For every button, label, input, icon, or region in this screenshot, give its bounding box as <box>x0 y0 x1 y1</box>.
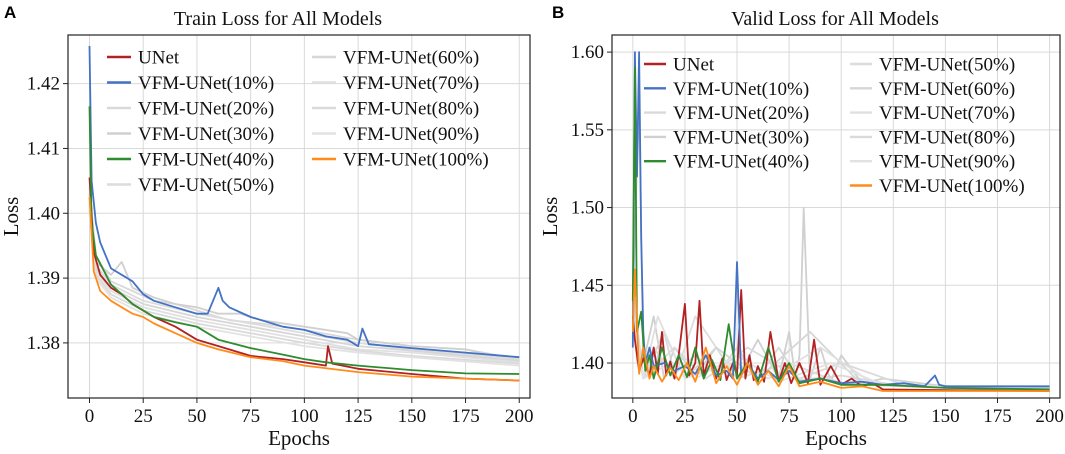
x-axis-label: Epochs <box>805 426 867 450</box>
x-tick-label: 75 <box>241 406 260 427</box>
x-axis-label: Epochs <box>268 426 330 450</box>
legend-label: VFM-UNet(20%) <box>673 103 809 124</box>
series-line-vfm-unet-30 <box>88 193 520 362</box>
y-tick-label: 1.38 <box>27 333 60 354</box>
legend-item: VFM-UNet(90%) <box>312 124 479 145</box>
legend-label: VFM-UNet(90%) <box>343 124 479 145</box>
legend-label: VFM-UNet(20%) <box>138 99 274 120</box>
x-tick-label: 150 <box>398 406 427 427</box>
legend-item: UNet <box>644 55 715 76</box>
series-line-vfm-unet-90 <box>88 213 520 367</box>
legend-label: VFM-UNet(70%) <box>879 103 1015 124</box>
legend-item: VFM-UNet(10%) <box>107 73 274 94</box>
legend-label: VFM-UNet(100%) <box>879 176 1025 197</box>
y-tick-label: 1.45 <box>571 275 604 296</box>
legend-label: VFM-UNet(10%) <box>673 79 809 100</box>
series-line-vfm-unet-70 <box>88 206 520 364</box>
legend-item: VFM-UNet(100%) <box>312 150 489 171</box>
x-tick-label: 25 <box>134 406 153 427</box>
x-tick-label: 50 <box>728 406 747 427</box>
x-tick-label: 200 <box>505 406 534 427</box>
legend-item: VFM-UNet(80%) <box>312 99 479 120</box>
y-axis-label: Loss <box>0 197 23 237</box>
series-lines <box>88 45 520 382</box>
legend-label: UNet <box>138 48 180 69</box>
y-tick-label: 1.42 <box>27 74 60 95</box>
legend-label: VFM-UNet(30%) <box>673 127 809 148</box>
legend-label: UNet <box>673 55 715 76</box>
legend-item: VFM-UNet(30%) <box>107 124 274 145</box>
y-tick-label: 1.40 <box>27 203 60 224</box>
chart-title: Train Loss for All Models <box>174 8 382 30</box>
legend-label: VFM-UNet(90%) <box>879 152 1015 173</box>
chart-panel-b: B Valid Loss for All Models 0 25 50 75 100 125 1… <box>538 3 1064 450</box>
panel-letter: A <box>4 3 16 22</box>
panel-letter: B <box>552 3 564 22</box>
legend-item: VFM-UNet(70%) <box>312 73 479 94</box>
legend-label: VFM-UNet(60%) <box>879 79 1015 100</box>
legend-label: VFM-UNet(40%) <box>673 152 809 173</box>
legend-label: VFM-UNet(100%) <box>343 150 489 171</box>
x-tick-label: 50 <box>187 406 206 427</box>
x-tick-label: 100 <box>827 406 856 427</box>
legend-item: VFM-UNet(80%) <box>850 127 1015 148</box>
x-tick-label: 125 <box>344 406 373 427</box>
legend-item: VFM-UNet(20%) <box>107 99 274 120</box>
legend-item: VFM-UNet(40%) <box>107 150 274 171</box>
legend-label: VFM-UNet(80%) <box>879 127 1015 148</box>
series-line-vfm-unet-80 <box>88 209 520 365</box>
x-tick-label: 200 <box>1035 406 1064 427</box>
x-tick-label: 175 <box>983 406 1012 427</box>
x-tick-label: 0 <box>85 406 95 427</box>
series-line-vfm-unet-100 <box>88 197 520 382</box>
series-line-vfm-unet-100 <box>631 268 1050 392</box>
legend-label: VFM-UNet(30%) <box>138 124 274 145</box>
plot-frame <box>611 34 1061 399</box>
y-tick-label: 1.40 <box>571 353 604 374</box>
legend-item: VFM-UNet(60%) <box>312 48 479 69</box>
x-tick-label: 175 <box>451 406 480 427</box>
legend-item: VFM-UNet(50%) <box>850 55 1015 76</box>
legend-item: VFM-UNet(30%) <box>644 127 809 148</box>
legend-item: VFM-UNet(50%) <box>107 175 274 196</box>
y-tick-label: 1.55 <box>571 120 604 141</box>
series-lines <box>631 51 1050 392</box>
series-line-vfm-unet-40 <box>88 106 520 375</box>
legend-label: VFM-UNet(50%) <box>138 175 274 196</box>
legend-item: VFM-UNet(100%) <box>850 176 1025 197</box>
series-line-vfm-unet-10 <box>88 45 520 359</box>
legend-label: VFM-UNet(60%) <box>343 48 479 69</box>
x-tick-label: 150 <box>931 406 960 427</box>
x-tick-label: 0 <box>628 406 638 427</box>
chart-title: Valid Loss for All Models <box>731 8 939 30</box>
x-tick-label: 25 <box>675 406 694 427</box>
legend-item: VFM-UNet(10%) <box>644 79 809 100</box>
legend-item: VFM-UNet(60%) <box>850 79 1015 100</box>
y-tick-label: 1.41 <box>27 138 60 159</box>
x-tick-label: 75 <box>780 406 799 427</box>
legend-label: VFM-UNet(40%) <box>138 150 274 171</box>
legend-label: VFM-UNet(10%) <box>138 73 274 94</box>
plot-frame <box>67 34 531 399</box>
legend-label: VFM-UNet(80%) <box>343 99 479 120</box>
chart-panel-a: A Train Loss for All Models 0 25 50 75 100 125 1… <box>0 3 534 450</box>
x-tick-label: 100 <box>290 406 319 427</box>
y-tick-label: 1.60 <box>571 42 604 63</box>
series-line-vfm-unet-40 <box>631 66 1050 391</box>
legend-label: VFM-UNet(70%) <box>343 73 479 94</box>
legend-item: VFM-UNet(70%) <box>850 103 1015 124</box>
y-axis-label: Loss <box>538 197 562 237</box>
legend-item: VFM-UNet(90%) <box>850 152 1015 173</box>
legend-item: UNet <box>107 48 180 69</box>
y-tick-label: 1.39 <box>27 268 60 289</box>
legend-label: VFM-UNet(50%) <box>879 55 1015 76</box>
y-tick-label: 1.50 <box>571 198 604 219</box>
legend-item: VFM-UNet(20%) <box>644 103 809 124</box>
x-tick-label: 125 <box>879 406 908 427</box>
series-line-unet <box>88 177 520 382</box>
legend-item: VFM-UNet(40%) <box>644 152 809 173</box>
